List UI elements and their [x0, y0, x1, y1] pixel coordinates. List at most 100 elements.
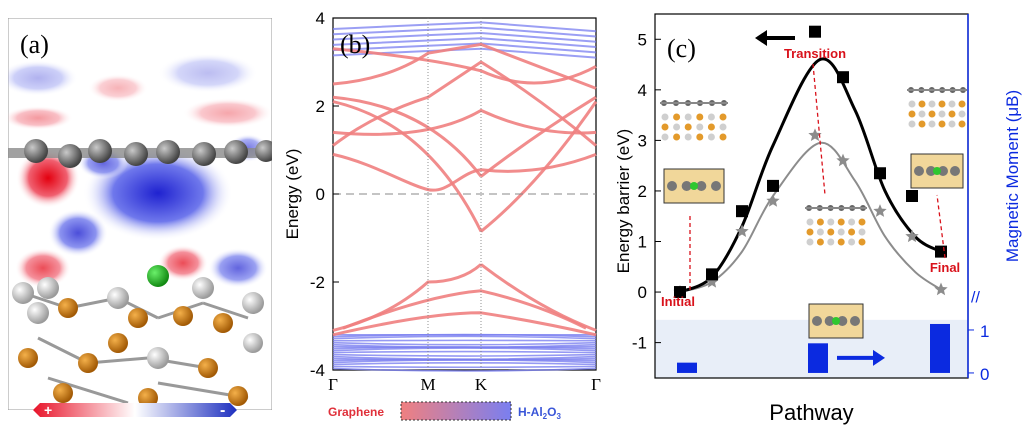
ytick-label: 2 — [638, 182, 647, 201]
inset-atom — [817, 219, 824, 226]
inset-atom — [838, 229, 845, 236]
kpoint-label: Γ — [591, 375, 601, 394]
panel-a: (a) — [8, 18, 272, 410]
kpoint-label: K — [475, 375, 488, 394]
inset-atom — [662, 134, 669, 141]
ytick-label: 5 — [638, 30, 647, 49]
inset-topview-atom — [850, 316, 860, 326]
inset-atom — [696, 114, 703, 121]
inset-atom — [859, 229, 866, 236]
ytick-label: 0 — [316, 185, 325, 204]
inset-atom — [909, 111, 916, 118]
inset-atom — [673, 114, 680, 121]
legend-graphene: Graphene — [328, 405, 384, 419]
inset-final — [907, 87, 967, 188]
inset-atom — [827, 239, 834, 246]
colorbar-minus: - — [220, 402, 225, 419]
inset-atom — [939, 111, 946, 118]
inset-atom — [848, 239, 855, 246]
inset-atom — [939, 101, 946, 108]
inset-atom — [696, 134, 703, 141]
legend-substrate: H-Al2O3 — [518, 405, 561, 421]
moment-bar — [930, 324, 950, 373]
colorbar: + - — [32, 400, 238, 420]
inset-atom — [848, 229, 855, 236]
inset-atom — [720, 124, 727, 131]
ylabel-right: Magnetic Moment (μB) — [1003, 90, 1022, 262]
inset-atom — [838, 219, 845, 226]
inset-atom — [909, 121, 916, 128]
square-marker — [837, 71, 849, 83]
right-axis-break: // — [971, 290, 980, 307]
star-marker — [934, 283, 947, 296]
moment-bar — [808, 343, 828, 373]
inset-atom — [708, 114, 715, 121]
inset-topview-atom — [950, 166, 960, 176]
inset-atom — [708, 134, 715, 141]
ylabel: Energy (eV) — [283, 149, 302, 240]
inset-atom — [720, 114, 727, 121]
kpoint-label: M — [420, 375, 435, 394]
square-marker — [906, 190, 918, 202]
ytick-label: 2 — [316, 97, 325, 116]
moment-bar — [677, 363, 697, 373]
inset-atom — [720, 134, 727, 141]
colorbar-plus: + — [44, 402, 52, 418]
ytick-label: 4 — [638, 81, 647, 100]
inset-atom — [859, 219, 866, 226]
panel-c-label: (c) — [667, 34, 696, 64]
arrow-left-head — [755, 30, 767, 46]
inset-atom — [662, 114, 669, 121]
square-marker — [809, 26, 821, 38]
right-tick-label: 0 — [980, 365, 989, 384]
inset-atom — [827, 229, 834, 236]
inset-hydrogen — [690, 182, 698, 190]
square-marker — [736, 205, 748, 217]
panel-a-label: (a) — [20, 30, 49, 60]
ytick-label: -1 — [632, 334, 647, 353]
inset-atom — [807, 239, 814, 246]
kpoint-label: Γ — [328, 375, 338, 394]
inset-atom — [708, 124, 715, 131]
inset-atom — [959, 101, 966, 108]
inset-atom — [959, 121, 966, 128]
inset-atom — [949, 111, 956, 118]
inset-atom — [848, 219, 855, 226]
band-legend: Graphene H-Al2O3 — [328, 402, 561, 421]
ytick-label: -2 — [310, 273, 325, 292]
panel-b-label: (b) — [340, 30, 370, 60]
annotation-initial: Initial — [661, 294, 695, 309]
inset-atom — [949, 101, 956, 108]
inset-atom — [817, 239, 824, 246]
inset-transition — [805, 205, 867, 338]
right-tick-label: 1 — [980, 322, 989, 341]
annotation-transition: Transition — [784, 46, 846, 61]
inset-atom — [827, 219, 834, 226]
ytick-label: 4 — [316, 9, 325, 28]
inset-atom — [696, 124, 703, 131]
inset-atom — [807, 229, 814, 236]
inset-atom — [929, 121, 936, 128]
inset-atom — [662, 124, 669, 131]
star-marker — [873, 204, 886, 217]
square-marker — [767, 180, 779, 192]
inset-atom — [807, 219, 814, 226]
inset-atom — [959, 111, 966, 118]
substrate-band — [333, 366, 596, 367]
inset-atom — [673, 134, 680, 141]
charge-density-map — [8, 18, 272, 410]
ytick-label: -4 — [310, 361, 325, 380]
inset-atom — [685, 124, 692, 131]
inset-atom — [949, 121, 956, 128]
inset-atom — [919, 101, 926, 108]
ylabel: Energy barrier (eV) — [615, 129, 633, 274]
ytick-label: 1 — [638, 233, 647, 252]
ytick-label: 3 — [638, 131, 647, 150]
inset-topview-atom — [667, 181, 677, 191]
inset-topview-atom — [812, 316, 822, 326]
inset-atom — [685, 114, 692, 121]
